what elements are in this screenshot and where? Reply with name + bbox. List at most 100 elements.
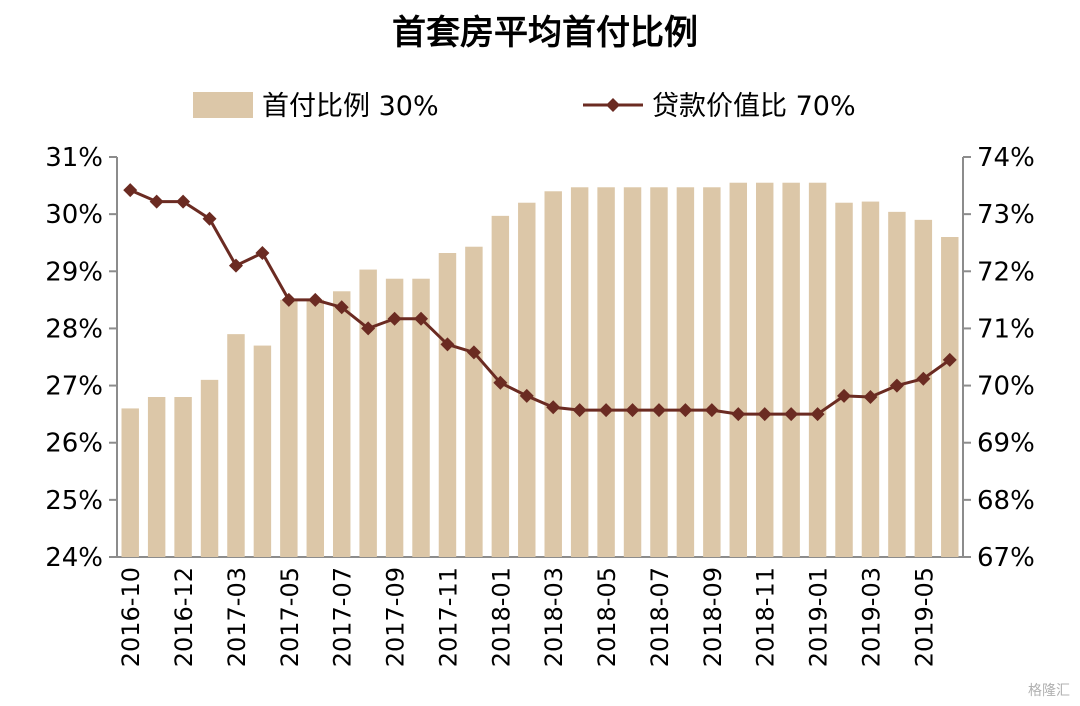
y-right-tick-label: 71% [977,314,1035,344]
line-point [519,388,534,403]
y-right-tick-label: 73% [977,200,1035,230]
bar [385,278,404,557]
bar [861,201,880,558]
line-point [387,311,402,326]
x-tick-label: 2018-09 [699,567,727,667]
line-series [123,183,957,422]
line-point [863,390,878,404]
bar [703,187,721,558]
y-left-tick-label: 26% [45,429,103,459]
line-point [255,246,270,260]
line-point [651,403,666,418]
x-tick-label: 2018-11 [752,567,780,667]
bar [755,182,774,557]
bar [359,269,377,557]
bar [782,182,800,557]
bar [412,278,430,557]
line-point [149,194,164,209]
y-right-tick-label: 68% [977,486,1035,516]
bar [518,202,536,557]
x-tick-label: 2019-01 [805,567,833,667]
legend-line-label: 贷款价值比 70% [652,91,856,122]
x-tick-label: 2018-01 [487,567,515,667]
bar [676,187,695,558]
x-tick-label: 2016-10 [117,567,145,667]
bar [570,187,589,558]
bar [597,187,615,558]
y-right-tick-label: 72% [977,257,1035,287]
bar [835,202,853,557]
x-tick-label: 2018-07 [646,567,674,667]
x-tick-label: 2019-05 [910,567,938,667]
y-left-tick-label: 31% [45,143,103,173]
legend: 首付比例 30% 贷款价值比 70% [193,91,856,122]
legend-bar-swatch [193,92,253,118]
bar [914,219,933,557]
y-left-tick-label: 27% [45,372,103,402]
x-tick-label: 2017-11 [434,567,462,667]
line-point [942,352,957,367]
x-tick-label: 2019-03 [857,567,885,667]
line-point [837,388,852,403]
bar [280,299,298,557]
line-point [466,345,481,360]
watermark: 格隆汇 [1028,683,1070,699]
line-point [810,407,825,422]
bar [808,182,827,557]
line-point [757,407,772,422]
x-tick-label: 2018-05 [593,567,621,667]
bar [438,253,457,557]
line-point [414,311,429,326]
line-point [889,378,904,393]
y-left-tick-label: 28% [45,314,103,344]
line-point [123,183,138,198]
bar-series [121,182,959,558]
line-point [625,403,640,418]
bar [200,379,219,557]
legend-bar-label: 首付比例 30% [262,91,439,122]
bar [174,397,192,557]
x-tick-label: 2017-09 [382,567,410,667]
x-tick-label: 2017-07 [329,567,357,667]
bar [306,299,325,557]
tick-labels: 24% 25% 26% 27% 28% 29% 30% 31% 67% 68% 69% 70% 71% 7… [45,143,1035,667]
line-point [704,403,719,418]
y-left-tick-label: 29% [45,257,103,287]
bar [253,345,272,557]
y-right-tick-label: 74% [977,143,1035,173]
bar [121,408,139,557]
x-tick-label: 2016-12 [170,567,198,667]
x-tick-label: 2017-05 [276,567,304,667]
line-point [334,300,349,315]
line-point [731,407,746,422]
y-right-tick-label: 67% [977,543,1035,573]
line-point [202,211,217,226]
line-point [361,321,376,336]
line-point [546,400,561,415]
bar [544,191,562,558]
line-point [228,258,243,273]
series-line [129,188,951,416]
line-point [440,337,455,352]
bar [650,187,668,558]
x-tick-label: 2018-03 [540,567,568,667]
y-right-tick-label: 70% [977,372,1035,402]
bar [623,187,642,558]
line-point [572,403,587,418]
line-point [678,403,693,418]
line-point [308,292,323,307]
line-point [916,371,931,386]
line-point [784,407,799,422]
y-left-tick-label: 25% [45,486,103,516]
bar [227,334,245,557]
line-point [281,292,296,307]
line-point [176,194,191,209]
y-right-tick-label: 69% [977,429,1035,459]
bar [332,291,351,557]
bar [465,246,483,557]
line-point [599,403,614,418]
chart-title: 首套房平均首付比例 [392,13,698,53]
legend-line-marker [606,98,620,112]
y-left-tick-label: 30% [45,200,103,230]
